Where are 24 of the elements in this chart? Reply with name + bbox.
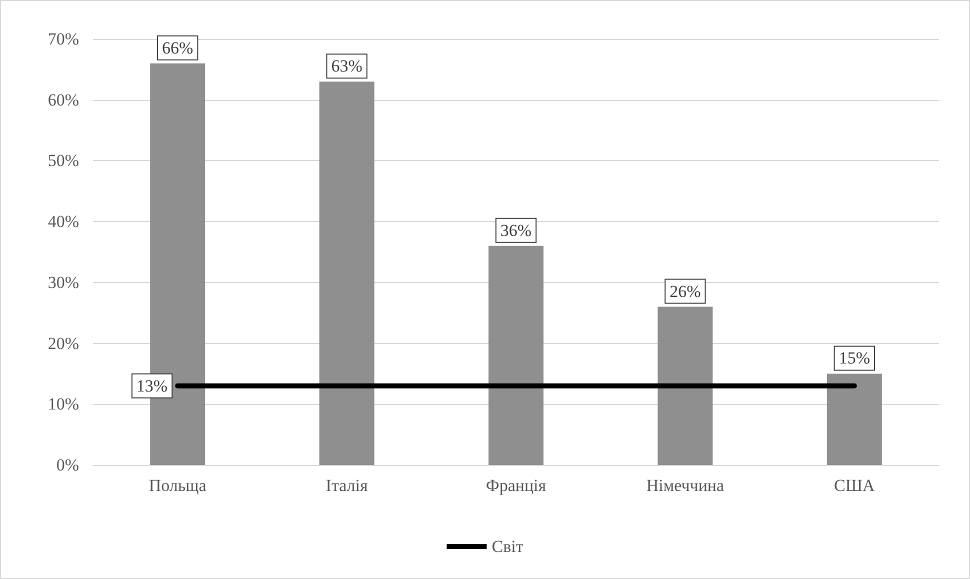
x-tick-label: Італія bbox=[326, 476, 368, 495]
y-tick-label: 10% bbox=[48, 394, 79, 414]
y-tick-label: 60% bbox=[48, 90, 79, 110]
legend-label: Світ bbox=[492, 537, 524, 556]
bar bbox=[319, 82, 374, 465]
bar bbox=[826, 374, 882, 465]
data-label: 15% bbox=[838, 348, 870, 368]
data-label: 36% bbox=[500, 220, 532, 240]
bar bbox=[658, 306, 713, 465]
data-label: 63% bbox=[331, 56, 362, 76]
x-tick-label: Франція bbox=[486, 476, 546, 495]
y-tick-label: 20% bbox=[48, 334, 79, 353]
data-label: 26% bbox=[670, 282, 701, 301]
y-tick-label: 0% bbox=[56, 456, 79, 474]
y-tick-label: 30% bbox=[48, 272, 79, 292]
x-tick-label: Німеччина bbox=[646, 476, 725, 495]
bar bbox=[488, 246, 544, 465]
x-tick-label: Польща bbox=[148, 476, 207, 495]
y-tick-label: 40% bbox=[48, 212, 79, 232]
y-tick-label: 70% bbox=[48, 30, 79, 48]
data-label: 13% bbox=[136, 376, 168, 396]
data-label: 66% bbox=[162, 38, 194, 58]
y-tick-label: 50% bbox=[48, 151, 79, 170]
x-tick-label: США bbox=[834, 476, 876, 495]
